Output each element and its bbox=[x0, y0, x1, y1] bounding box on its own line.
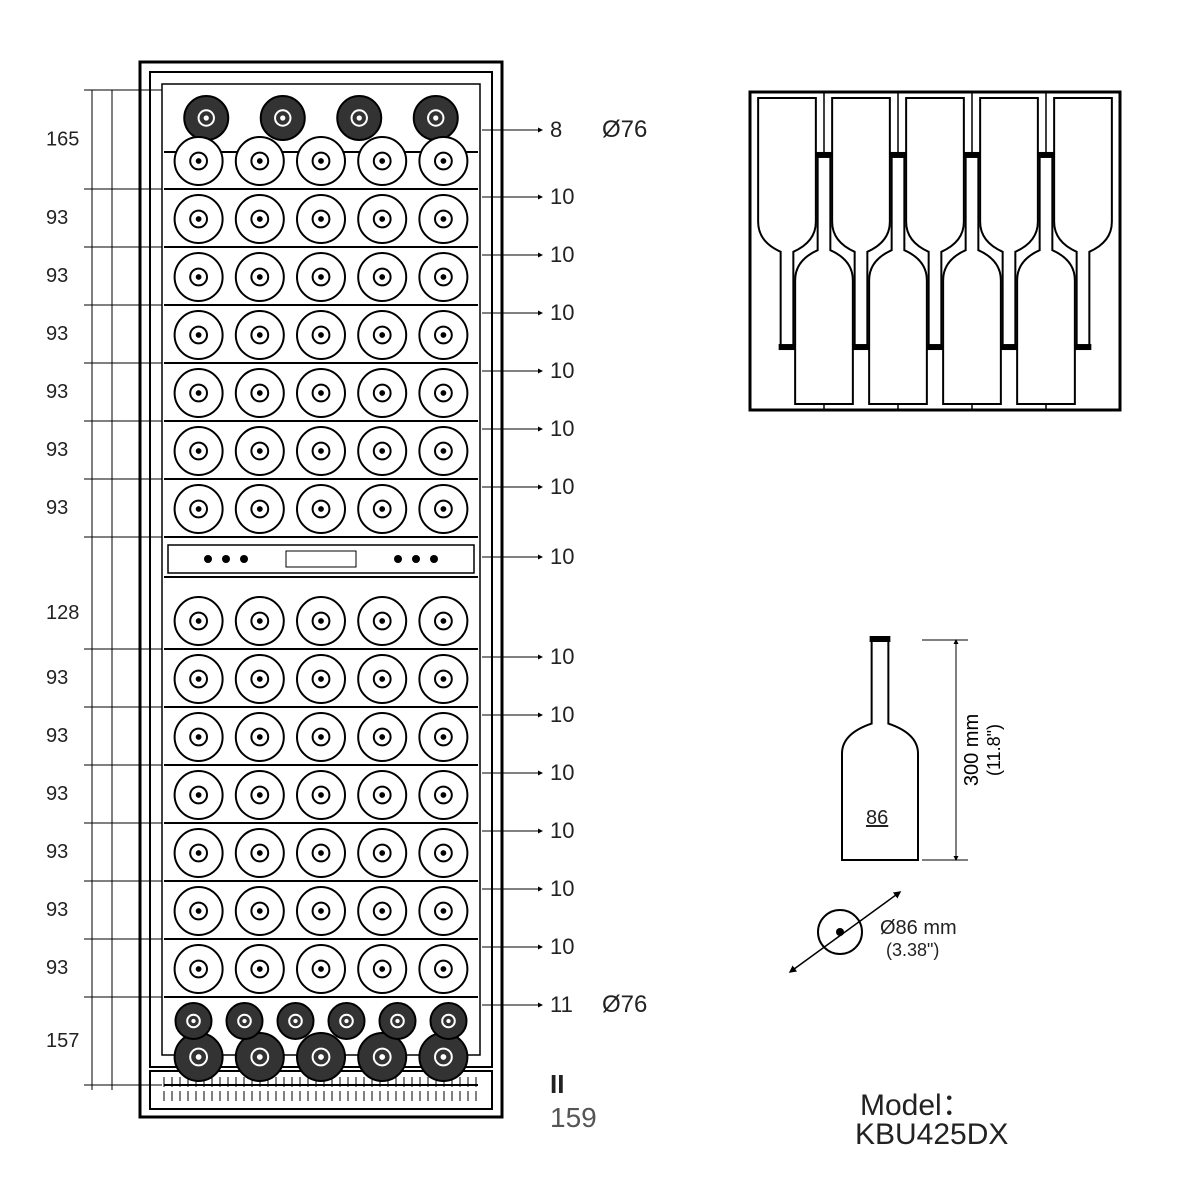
svg-text:93: 93 bbox=[46, 725, 68, 747]
svg-text:Ø76: Ø76 bbox=[602, 116, 647, 143]
svg-text:II: II bbox=[550, 1069, 564, 1099]
svg-text:10: 10 bbox=[550, 184, 574, 209]
svg-text:10: 10 bbox=[550, 544, 574, 569]
svg-text:(11.8"): (11.8") bbox=[984, 724, 1004, 776]
svg-text:10: 10 bbox=[550, 242, 574, 267]
technical-drawing: 165 8 Ø76 93 10 93 10 93 10 93 10 93 10 93 10 10 128 93 10… bbox=[0, 0, 1200, 1200]
svg-text:Ø86 mm: Ø86 mm bbox=[880, 917, 957, 939]
svg-text:93: 93 bbox=[46, 207, 68, 229]
svg-text:93: 93 bbox=[46, 381, 68, 403]
svg-text:93: 93 bbox=[46, 841, 68, 863]
svg-text:10: 10 bbox=[550, 760, 574, 785]
svg-text:128: 128 bbox=[46, 602, 79, 624]
svg-text:(3.38"): (3.38") bbox=[886, 940, 939, 960]
svg-text:93: 93 bbox=[46, 899, 68, 921]
svg-text:10: 10 bbox=[550, 416, 574, 441]
svg-text:300 mm: 300 mm bbox=[961, 714, 983, 786]
svg-text:93: 93 bbox=[46, 957, 68, 979]
svg-text:10: 10 bbox=[550, 300, 574, 325]
svg-text:86: 86 bbox=[866, 807, 888, 829]
svg-text:93: 93 bbox=[46, 667, 68, 689]
svg-text:8: 8 bbox=[550, 117, 562, 142]
svg-text:Ø76: Ø76 bbox=[602, 991, 647, 1018]
svg-text:93: 93 bbox=[46, 497, 68, 519]
svg-text:10: 10 bbox=[550, 358, 574, 383]
svg-text:10: 10 bbox=[550, 474, 574, 499]
svg-text:93: 93 bbox=[46, 265, 68, 287]
svg-text:10: 10 bbox=[550, 702, 574, 727]
svg-text:10: 10 bbox=[550, 644, 574, 669]
svg-text:10: 10 bbox=[550, 934, 574, 959]
svg-text:165: 165 bbox=[46, 129, 79, 151]
svg-text:93: 93 bbox=[46, 783, 68, 805]
svg-text:93: 93 bbox=[46, 439, 68, 461]
svg-text:10: 10 bbox=[550, 876, 574, 901]
model-value: KBU425DX bbox=[855, 1118, 1008, 1152]
svg-text:93: 93 bbox=[46, 323, 68, 345]
svg-text:157: 157 bbox=[46, 1030, 79, 1052]
svg-text:11: 11 bbox=[550, 992, 573, 1017]
svg-text:10: 10 bbox=[550, 818, 574, 843]
svg-text:159: 159 bbox=[550, 1102, 597, 1133]
